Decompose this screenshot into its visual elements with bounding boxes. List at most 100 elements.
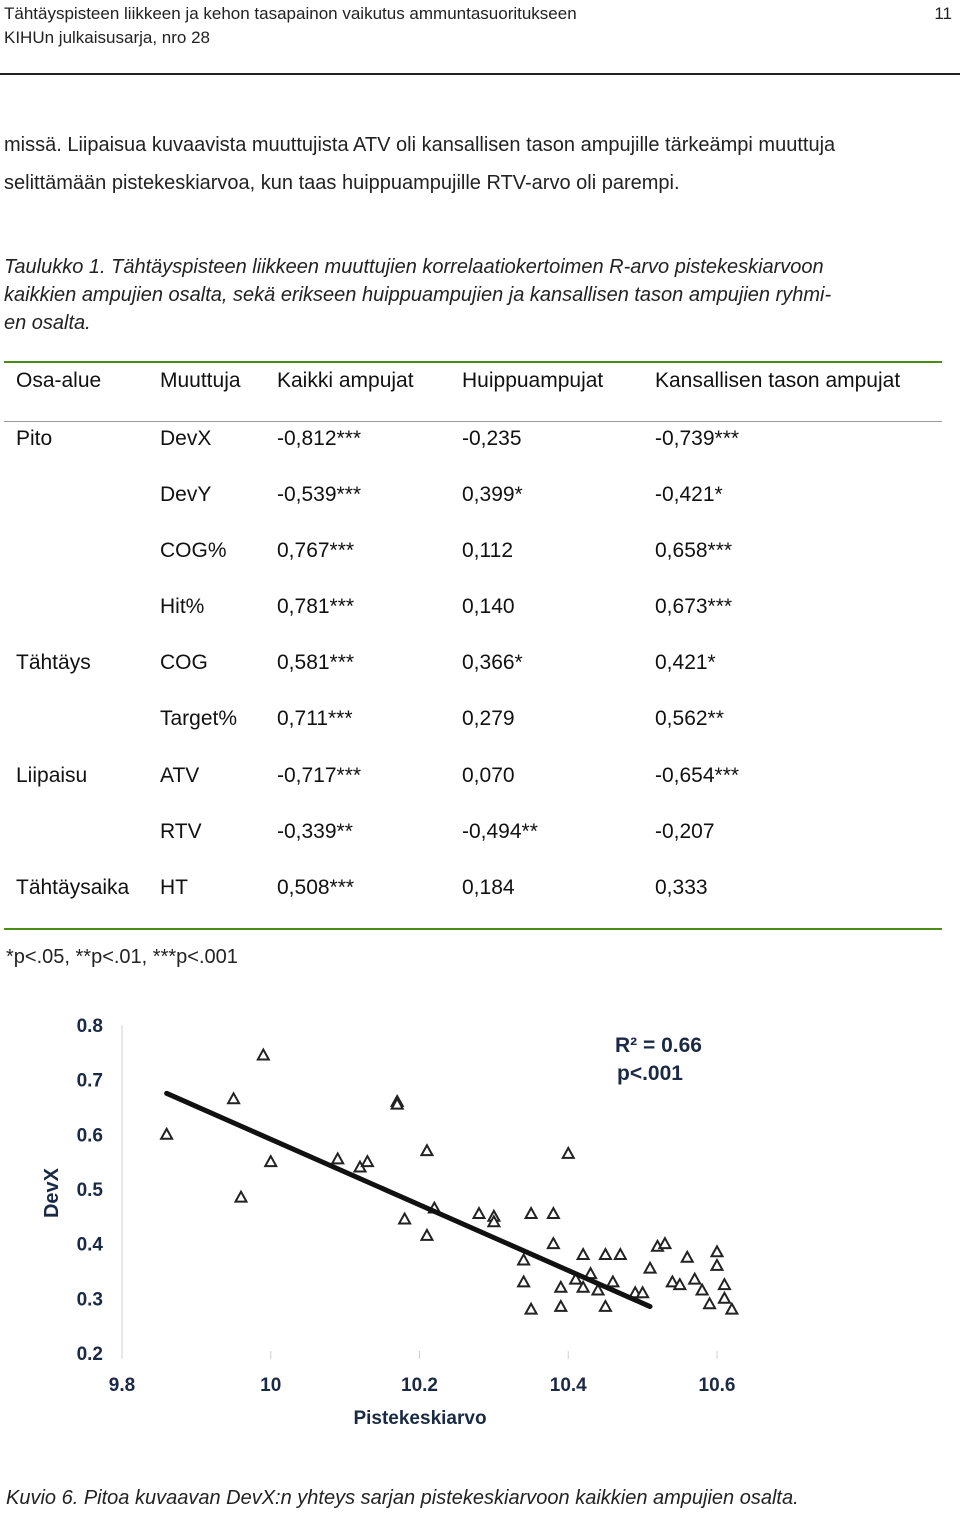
- data-point: [233, 1189, 249, 1203]
- page-number: 11: [934, 4, 952, 23]
- table-cell-variable: RTV: [160, 820, 202, 843]
- table-caption-line: Taulukko 1. Tähtäyspisteen liikkeen muut…: [4, 256, 824, 278]
- table-cell-all: -0,717***: [277, 764, 362, 787]
- table-cell-top: 0,279: [462, 707, 515, 730]
- data-point: [397, 1211, 412, 1225]
- y-tick-label: 0.3: [77, 1289, 103, 1310]
- table-cell-top: 0,070: [462, 764, 515, 787]
- data-point: [613, 1247, 628, 1260]
- y-axis-label: DevX: [41, 1167, 63, 1218]
- table-cell-top: 0,140: [462, 595, 515, 618]
- data-point: [709, 1244, 725, 1258]
- header-series: KIHUn julkaisusarja, nro 28: [4, 28, 210, 47]
- table-cell-area: Tähtäysaika: [16, 876, 130, 899]
- table-cell-all: 0,711***: [277, 707, 353, 730]
- table-footnote: *p<.05, **p<.01, ***p<.001: [6, 946, 238, 968]
- table-cell-top: 0,184: [462, 876, 515, 899]
- y-tick-label: 0.5: [77, 1180, 104, 1201]
- body-line: selittämään pistekeskiarvoa, kun taas hu…: [4, 172, 680, 194]
- table-cell-national: 0,658***: [655, 539, 733, 562]
- data-points: [159, 1047, 740, 1315]
- column-header-huippu: Huippuampujat: [462, 369, 604, 392]
- y-tick-label: 0.4: [77, 1235, 104, 1256]
- column-header-kansallinen: Kansallisen tason ampujat: [655, 369, 901, 392]
- data-point: [657, 1236, 673, 1250]
- data-point: [605, 1274, 621, 1288]
- figure-caption: Kuvio 6. Pitoa kuvaavan DevX:n yhteys sa…: [6, 1487, 799, 1509]
- header-rule: [0, 73, 960, 75]
- column-header-osa-alue: Osa-alue: [16, 369, 102, 392]
- trendline: [164, 1090, 653, 1310]
- data-point: [263, 1154, 278, 1168]
- data-point: [575, 1279, 591, 1293]
- data-point: [226, 1091, 241, 1105]
- x-tick-label: 10.2: [401, 1375, 438, 1396]
- data-point: [553, 1298, 569, 1312]
- data-point: [256, 1047, 271, 1061]
- table-cell-all: -0,812***: [277, 427, 362, 450]
- body-paragraph: missä. Liipaisua kuvaavista muuttujista …: [4, 126, 954, 202]
- data-point: [389, 1096, 405, 1110]
- r-squared-annotation: R² = 0.66: [615, 1034, 702, 1057]
- table-cell-top: 0,112: [462, 539, 513, 562]
- data-point: [717, 1290, 732, 1304]
- table-cell-area: Pito: [16, 427, 53, 450]
- table-caption-line: en osalta.: [4, 312, 91, 334]
- body-line: missä. Liipaisua kuvaavista muuttujista …: [4, 134, 836, 156]
- table-caption-line: kaikkien ampujien osalta, sekä erikseen …: [4, 284, 832, 306]
- data-point: [635, 1285, 650, 1299]
- data-point: [598, 1247, 613, 1260]
- table-cell-national: -0,739***: [655, 427, 740, 450]
- table-cell-top: -0,494**: [462, 820, 538, 843]
- table-cell-national: 0,673***: [655, 595, 733, 618]
- table-cell-area: Tähtäys: [16, 651, 91, 674]
- table-bottom-rule: [4, 928, 942, 930]
- y-tick-label: 0.7: [77, 1071, 103, 1092]
- data-point: [680, 1249, 695, 1263]
- table-cell-top: 0,399*: [462, 483, 523, 506]
- table-cell-all: 0,508***: [277, 876, 355, 899]
- data-point: [709, 1257, 725, 1271]
- table-cell-area: Liipaisu: [16, 764, 88, 787]
- table-cell-national: -0,654***: [655, 764, 740, 787]
- table-cell-variable: Hit%: [160, 595, 205, 618]
- data-point: [516, 1252, 531, 1266]
- p-value-annotation: p<.001: [617, 1062, 683, 1085]
- table-cell-all: 0,781***: [277, 595, 355, 618]
- table-cell-national: 0,562**: [655, 707, 724, 730]
- table-cell-all: 0,581***: [277, 651, 355, 674]
- data-point: [672, 1277, 688, 1291]
- data-point: [717, 1277, 732, 1291]
- data-point: [665, 1274, 680, 1288]
- table-cell-top: 0,366*: [462, 651, 523, 674]
- data-point: [590, 1282, 606, 1296]
- table-cell-national: 0,333: [655, 876, 708, 899]
- data-point: [486, 1214, 502, 1228]
- y-axis: 0.2 0.3 0.4 0.5 0.6 0.7 0.8: [77, 1016, 123, 1365]
- data-point: [546, 1236, 561, 1250]
- x-axis-label: Pistekeskiarvo: [353, 1408, 486, 1429]
- data-point: [330, 1151, 345, 1165]
- table-caption: Taulukko 1. Tähtäyspisteen liikkeen muut…: [4, 253, 959, 337]
- header-title: Tähtäyspisteen liikkeen ja kehon tasapai…: [4, 4, 577, 23]
- data-point: [687, 1271, 702, 1285]
- table-cell-variable: DevY: [160, 483, 212, 506]
- scatter-chart: 0.20.30.40.50.60.70.8 9.8 10 10.2 10.4 10.6 …: [41, 1016, 740, 1429]
- y-tick-label: 0.6: [77, 1125, 103, 1146]
- table-cell-variable: DevX: [160, 427, 212, 450]
- data-point: [553, 1279, 569, 1293]
- data-point: [516, 1274, 531, 1288]
- table-cell-variable: Target%: [160, 707, 238, 730]
- data-point: [159, 1126, 174, 1140]
- table-header-rule: [4, 421, 942, 422]
- table-cell-all: 0,767***: [277, 539, 355, 562]
- data-point: [471, 1206, 487, 1219]
- table-cell-national: -0,207: [655, 820, 715, 843]
- table-cell-variable: COG%: [160, 539, 227, 562]
- table-top-rule: [4, 361, 942, 363]
- x-tick-label: 10.4: [550, 1375, 587, 1396]
- x-tick-label: 10.6: [699, 1375, 736, 1396]
- running-header: Tähtäyspisteen liikkeen ja kehon tasapai…: [4, 2, 904, 50]
- data-point: [568, 1271, 583, 1285]
- data-point: [694, 1282, 710, 1296]
